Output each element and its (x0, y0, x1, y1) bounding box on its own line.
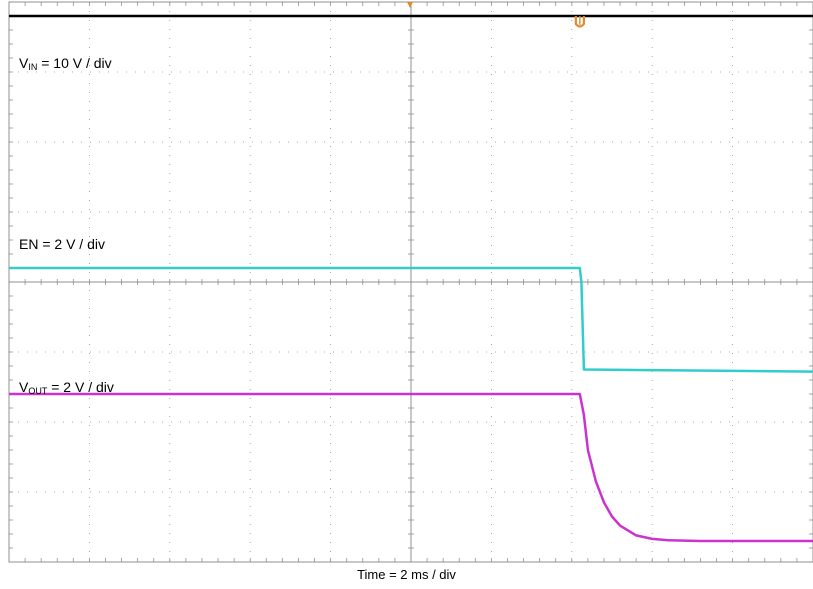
vout-trace (9, 392, 813, 543)
en-trace (9, 266, 813, 373)
trigger-level-marker (574, 16, 585, 28)
traces (9, 14, 813, 543)
trigger-markers (407, 2, 585, 28)
x-axis-label: Time = 2 ms / div (357, 567, 456, 582)
trigger-position-marker (407, 2, 413, 8)
grid (8, 1, 813, 563)
vin-scale-label: VIN = 10 V / div (19, 55, 112, 72)
vout-scale-label: VOUT = 2 V / div (19, 379, 114, 396)
channel-labels: VIN = 10 V / div EN = 2 V / div VOUT = 2 V… (19, 55, 114, 396)
en-scale-label: EN = 2 V / div (19, 236, 105, 252)
